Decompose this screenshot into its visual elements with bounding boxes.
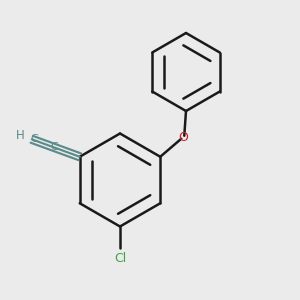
Text: O: O [178, 131, 188, 144]
Text: Cl: Cl [114, 252, 126, 265]
Text: C: C [31, 134, 38, 144]
Text: H: H [16, 129, 25, 142]
Text: C: C [50, 142, 58, 152]
